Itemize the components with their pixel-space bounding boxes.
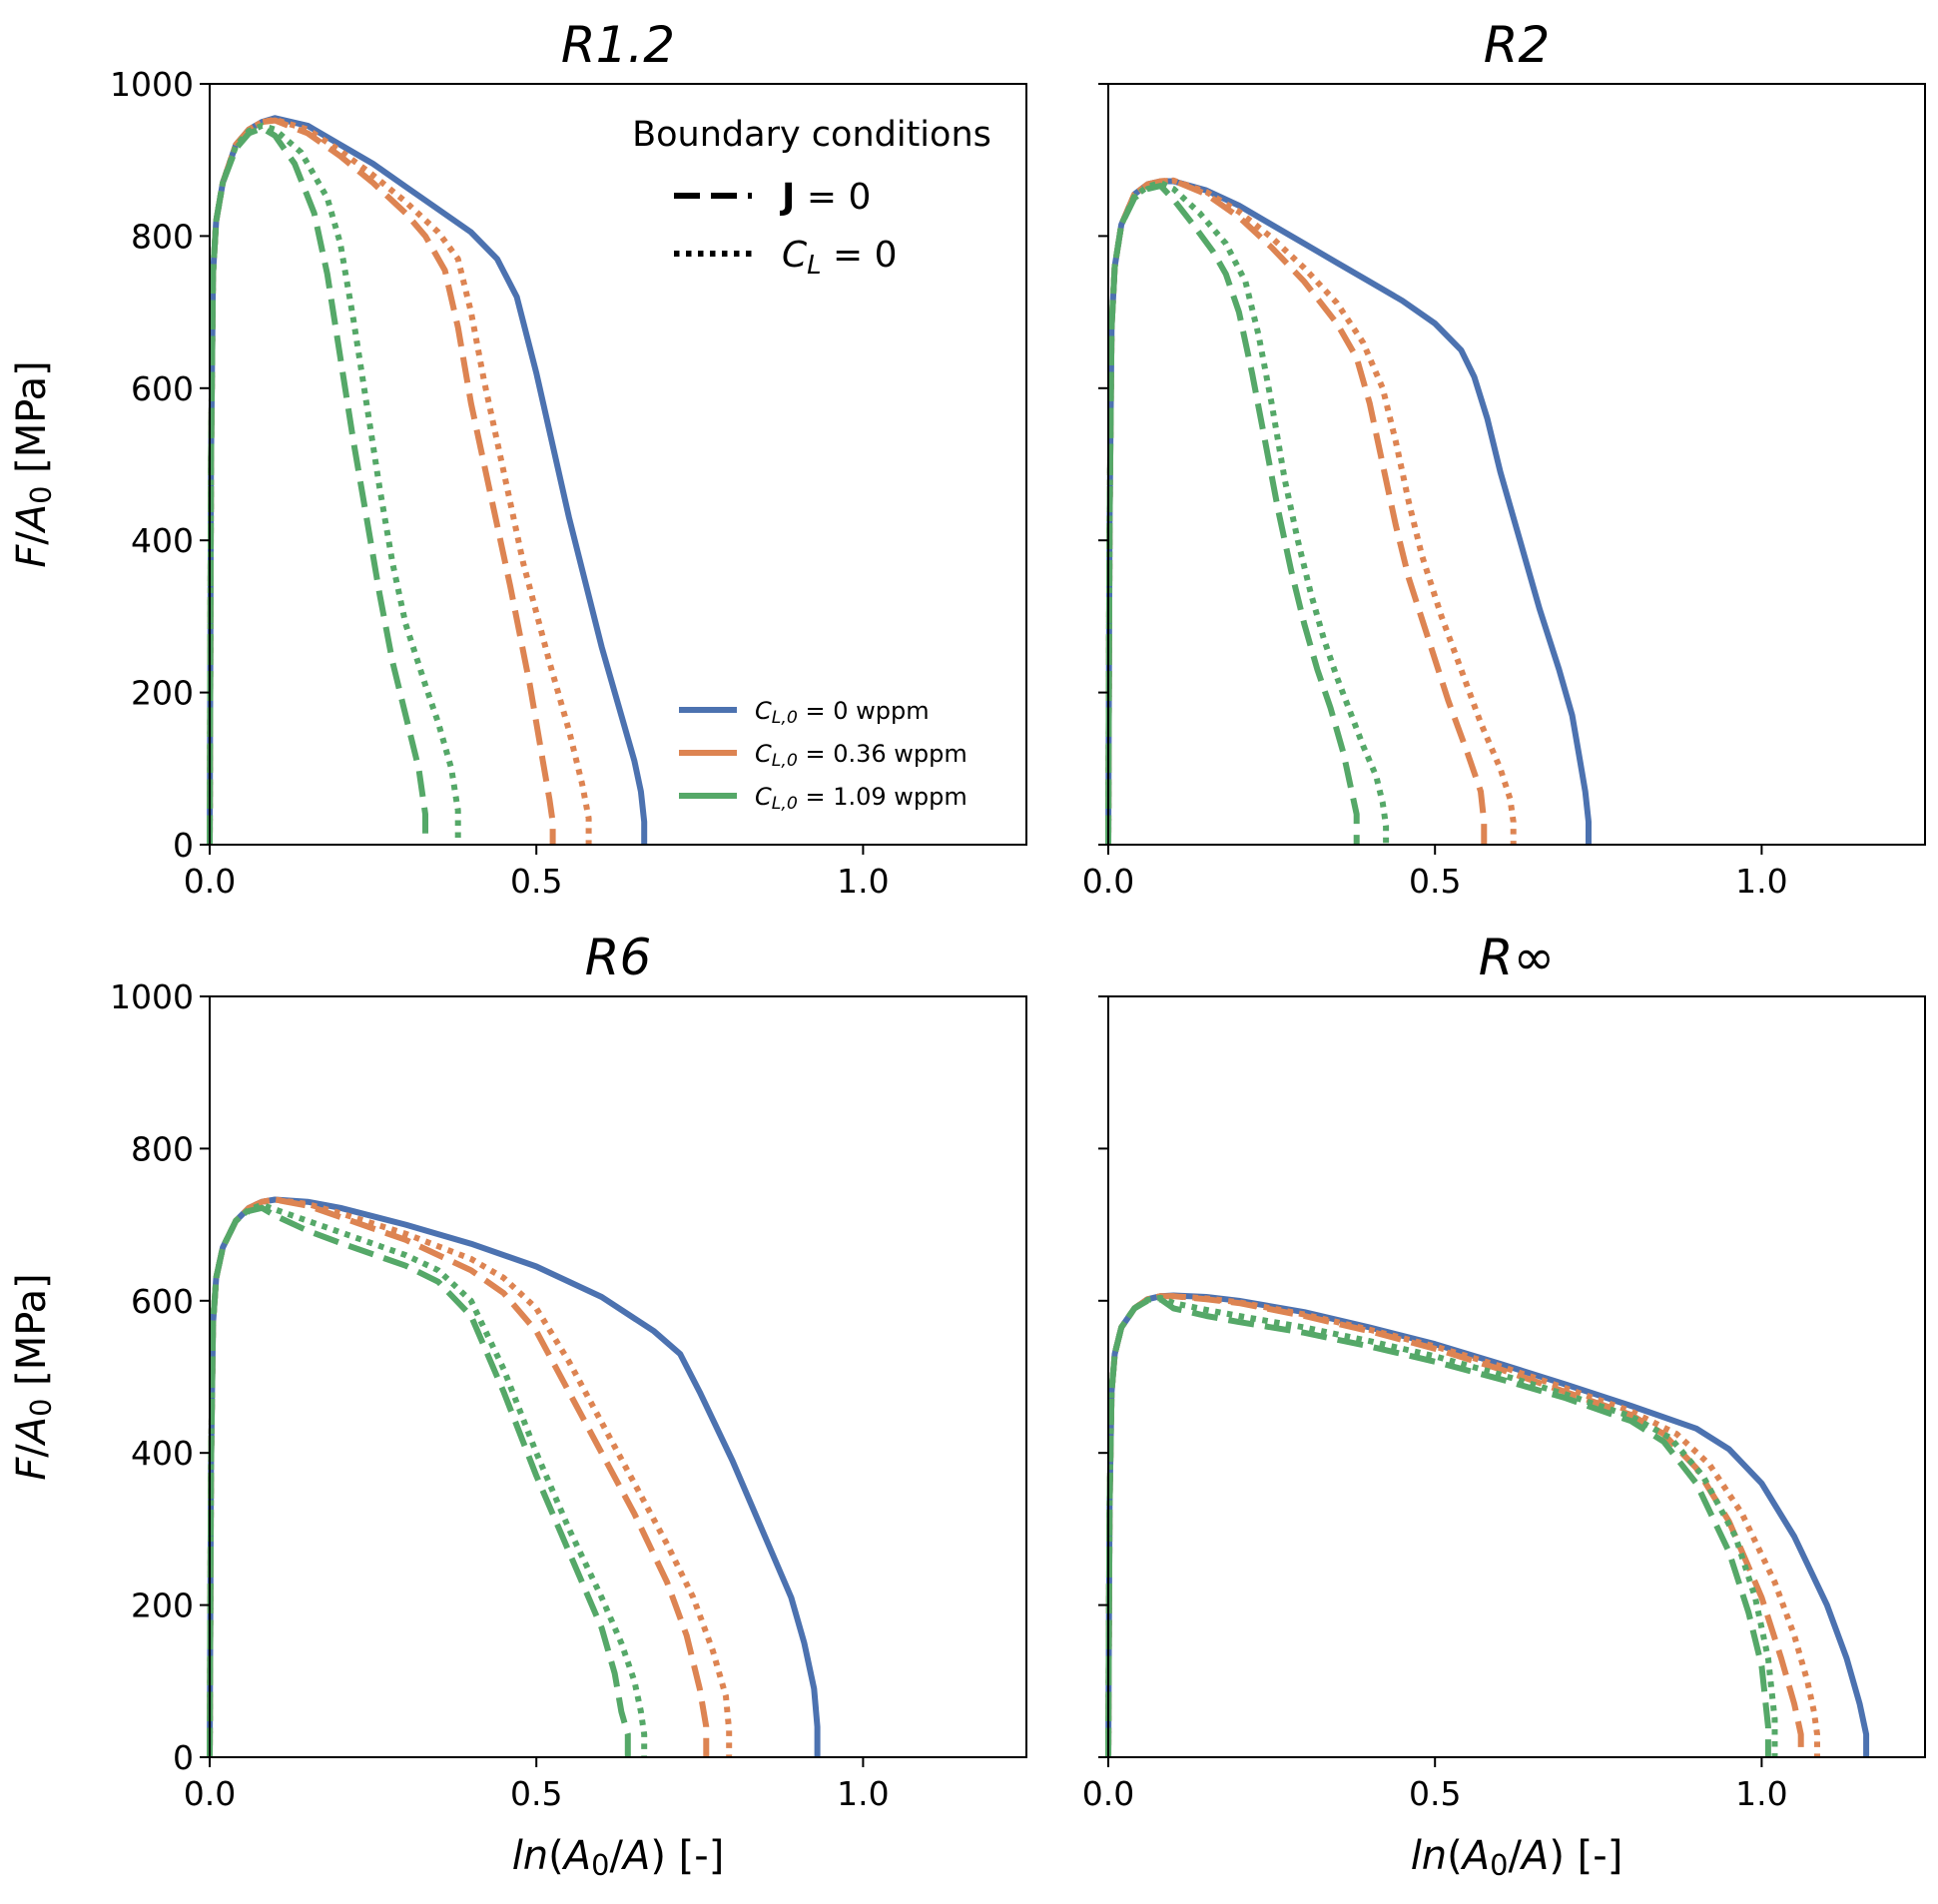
series-line-2	[1105, 177, 1488, 846]
series-line-5	[207, 122, 461, 846]
y-tick-label: 800	[131, 217, 194, 256]
x-axis-label: ln(A0/A) [-]	[1411, 1833, 1623, 1882]
x-tick-label: 1.0	[837, 1774, 889, 1813]
x-axis-label: ln(A0/A) [-]	[512, 1833, 725, 1882]
y-tick-label: 600	[131, 1282, 194, 1321]
y-tick-label: 400	[131, 521, 194, 560]
y-tick-label: 200	[131, 1587, 194, 1625]
axes-frame	[1107, 83, 1926, 846]
panel-4: 0.0 0.5 1.0 R∞ ln(A0/A) [-]	[1082, 929, 1926, 1882]
axes-frame	[1107, 995, 1926, 1758]
x-tick-label: 0.0	[1082, 1774, 1134, 1813]
series-line-1	[1105, 178, 1592, 846]
y-tick-label: 400	[131, 1434, 194, 1473]
panel-1: 0.0 0.5 1.0 0 200 400 600 800 1000 R1.2 F/A0 [MPa]…	[9, 16, 1027, 901]
x-tick-label: 0.5	[1409, 862, 1461, 901]
x-tick-label: 0.0	[1082, 862, 1134, 901]
y-axis-label: F/A0 [MPa]	[9, 1273, 58, 1480]
x-tick-label: 1.0	[1735, 862, 1787, 901]
x-tick-label: 0.0	[184, 862, 236, 901]
y-tick-label: 200	[131, 674, 194, 713]
y-tick-label: 0	[173, 826, 194, 865]
series-line-1	[207, 115, 648, 846]
series-line-4	[1105, 1296, 1771, 1758]
series-line-3	[207, 116, 592, 846]
series-line-3	[1105, 177, 1517, 846]
panel-title: R6	[585, 929, 652, 986]
y-tick-label: 600	[131, 369, 194, 408]
y-tick-label: 1000	[110, 977, 194, 1016]
y-tick-label: 1000	[110, 65, 194, 104]
x-tick-label: 0.5	[510, 1774, 562, 1813]
y-tick-label: 0	[173, 1738, 194, 1777]
y-tick-label: 800	[131, 1129, 194, 1168]
x-tick-label: 1.0	[1735, 1774, 1787, 1813]
legend-boundary-conditions: Boundary conditions J = 0 CL = 0	[632, 115, 991, 281]
panel-2: 0.0 0.5 1.0 R2	[1082, 16, 1926, 901]
x-tick-label: 0.5	[1409, 1774, 1461, 1813]
series-line-5	[1105, 1294, 1778, 1758]
axes-frame	[209, 995, 1027, 1758]
legend-title: Boundary conditions	[632, 115, 991, 155]
panel-title: R2	[1484, 16, 1551, 74]
legend-label: J = 0	[779, 177, 871, 218]
series-line-3	[207, 1196, 733, 1758]
series-line-4	[207, 1204, 631, 1758]
legend-label: CL = 0	[782, 235, 898, 281]
series-line-1	[207, 1196, 821, 1758]
x-tick-label: 0.0	[184, 1774, 236, 1813]
series-line-5	[207, 1201, 648, 1758]
series-line-4	[207, 125, 428, 846]
legend-label: CL,0 = 1.09 wppm	[755, 783, 968, 814]
legend-curves: CL,0 = 0 wppm CL,0 = 0.36 wppm CL,0 = 1.09…	[679, 697, 968, 814]
series-line-5	[1105, 180, 1390, 846]
x-tick-label: 1.0	[837, 862, 889, 901]
axes-frame	[209, 83, 1027, 846]
series-line-2	[207, 117, 556, 846]
y-axis-label: F/A0 [MPa]	[9, 360, 58, 567]
legend-label: CL,0 = 0 wppm	[755, 697, 930, 728]
x-tick-label: 0.5	[510, 862, 562, 901]
panel-title: R1.2	[561, 16, 675, 74]
panel-3: 0.0 0.5 1.0 0 200 400 600 800 1000 R6 ln(A0/A) [-]…	[9, 929, 1027, 1882]
panel-title: R∞	[1479, 929, 1555, 986]
legend-label: CL,0 = 0.36 wppm	[755, 740, 968, 771]
